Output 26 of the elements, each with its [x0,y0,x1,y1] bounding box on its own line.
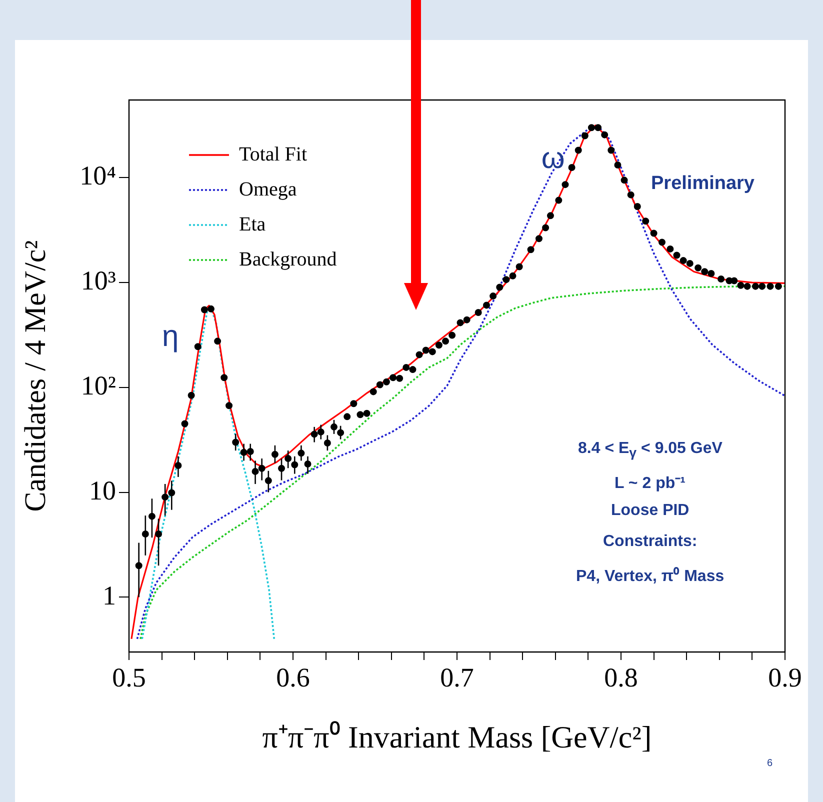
y-tick-label: 1 [102,580,116,610]
legend-label: Omega [239,178,297,200]
annotation: L ~ 2 pb⁻¹ [614,474,686,493]
x-axis-title: π⁺π⁻π⁰ Invariant Mass [GeV/c²] [262,720,652,755]
legend-label: Eta [239,213,266,236]
annotation: 8.4 < E$_{γ}$ < 9.05 GeV [578,440,722,460]
x-tick-label: 0.6 [276,662,310,692]
annotation: P4, Vertex, π⁰ Mass [576,566,724,586]
legend-label: Total Fit [239,143,308,166]
x-tick-label: 0.7 [440,662,474,692]
annotation: Constraints: [603,533,698,551]
annotation: Preliminary [651,173,754,195]
y-tick-label: 10² [80,370,116,400]
annotation: η [162,320,179,354]
y-tick-label: 10⁴ [80,160,116,191]
legend-label: Background [239,248,337,270]
x-tick-label: 0.8 [604,662,638,692]
x-tick-label: 0.5 [112,662,146,692]
annotation: Loose PID [611,502,690,520]
y-axis-title: Candidates / 4 MeV/c² [18,240,52,512]
y-tick-label: 10³ [80,266,116,296]
x-tick-label: 0.9 [768,662,802,692]
line-series [140,285,785,640]
y-tick-label: 10 [89,475,116,506]
text: 6 [767,758,773,769]
annotation: ω [541,142,565,176]
